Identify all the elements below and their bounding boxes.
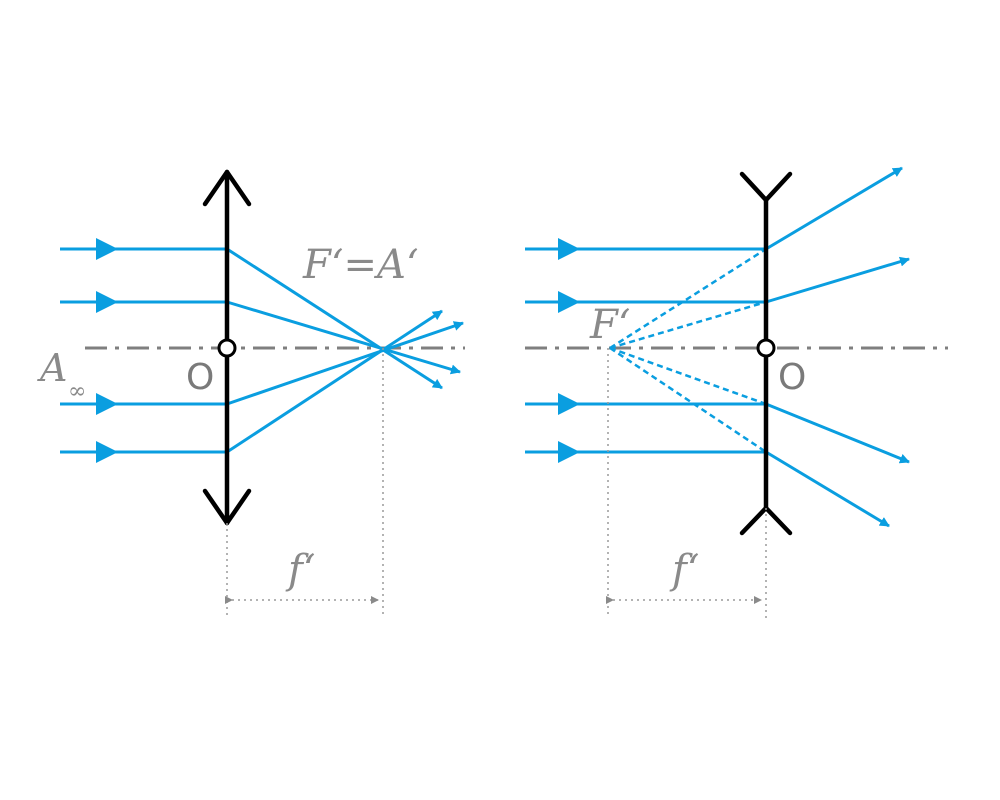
ray-arrowhead bbox=[96, 393, 118, 415]
focal-guides-right bbox=[606, 348, 767, 618]
refracted-ray bbox=[226, 309, 443, 454]
ray-arrowhead bbox=[558, 291, 580, 313]
refracted-ray bbox=[765, 166, 903, 251]
focal-point-label-left: F‘=A‘ bbox=[302, 242, 419, 288]
focal-length-label-right: f‘ bbox=[669, 547, 700, 593]
lens-arrow-top bbox=[202, 169, 252, 207]
refracted-ray bbox=[226, 300, 461, 375]
ray-arrowhead bbox=[96, 441, 118, 463]
refracted-ray bbox=[765, 450, 890, 528]
incoming-rays-right bbox=[525, 247, 766, 454]
refracted-rays-right bbox=[765, 166, 910, 528]
object-at-infinity-label: A bbox=[37, 346, 67, 390]
lens-fork-top bbox=[739, 171, 793, 203]
ray-arrowhead bbox=[558, 441, 580, 463]
optical-center-right bbox=[756, 338, 776, 358]
refracted-ray bbox=[765, 402, 910, 464]
refracted-rays-left bbox=[226, 247, 464, 454]
ray-arrowhead bbox=[558, 238, 580, 260]
refracted-ray bbox=[226, 321, 464, 406]
optical-center-label-left: O bbox=[186, 357, 214, 398]
diverging-lens-group: F‘ O f‘ bbox=[525, 166, 948, 618]
ray-arrowhead bbox=[96, 291, 118, 313]
ray-arrowheads-left bbox=[96, 238, 118, 463]
refracted-ray bbox=[765, 256, 910, 304]
focal-length-label-left: f‘ bbox=[285, 547, 316, 593]
incoming-rays-left bbox=[60, 247, 227, 454]
optical-center-label-right: O bbox=[778, 357, 806, 398]
focal-guides-left bbox=[225, 348, 384, 618]
virtual-ray-extensions bbox=[609, 247, 767, 454]
refracted-ray bbox=[226, 247, 443, 390]
converging-lens-group: F‘=A‘ A ∞ O f‘ bbox=[37, 169, 465, 618]
focal-point-label-right: F‘ bbox=[589, 302, 630, 348]
ray-arrowhead bbox=[558, 393, 580, 415]
ray-arrowheads-right bbox=[558, 238, 580, 463]
ray-arrowhead bbox=[96, 238, 118, 260]
optical-center-left bbox=[217, 338, 237, 358]
object-infinity-subscript: ∞ bbox=[68, 379, 86, 404]
